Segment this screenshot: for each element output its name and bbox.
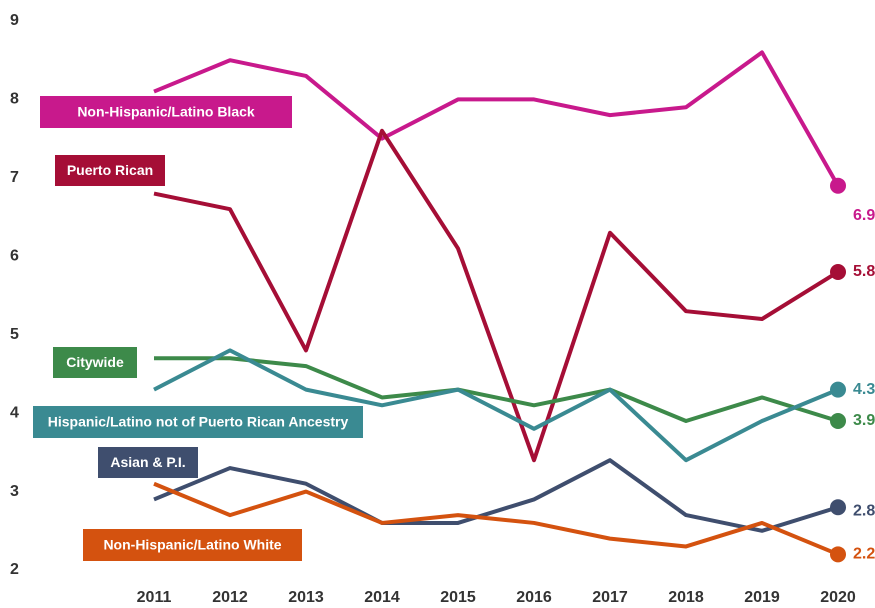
y-tick-label: 6 (10, 248, 19, 265)
end-label: 2.2 (853, 546, 875, 563)
end-dot (830, 381, 846, 398)
end-label: 6.9 (853, 207, 875, 224)
end-dot (830, 546, 846, 563)
end-label: 2.8 (853, 502, 875, 519)
y-tick-label: 8 (10, 91, 19, 108)
x-tick-label: 2018 (668, 589, 704, 606)
end-label: 5.8 (853, 263, 875, 280)
x-tick-label: 2016 (516, 589, 552, 606)
legend-box (98, 447, 198, 478)
series-line (153, 50, 840, 187)
legend-box (55, 155, 165, 186)
end-label: 4.3 (853, 381, 875, 398)
x-tick-label: 2013 (288, 589, 324, 606)
y-tick-label: 7 (10, 169, 19, 186)
end-dot (830, 177, 846, 194)
end-dot (830, 412, 846, 429)
x-tick-label: 2017 (592, 589, 628, 606)
legend-box (40, 96, 292, 128)
x-tick-label: 2019 (744, 589, 780, 606)
y-tick-label: 5 (10, 326, 19, 343)
legend-box (33, 406, 363, 438)
legend-box (53, 347, 137, 378)
series-line (153, 348, 839, 463)
series-line (153, 481, 839, 557)
x-tick-label: 2012 (212, 589, 248, 606)
y-tick-label: 2 (10, 561, 19, 578)
end-dot (830, 499, 846, 516)
y-tick-label: 9 (10, 12, 19, 29)
series-line (153, 128, 840, 463)
legend-label: Puerto Rican (67, 162, 153, 178)
legend-label: Non-Hispanic/Latino Black (77, 104, 255, 120)
y-tick-label: 3 (10, 483, 19, 500)
legend-label: Asian & P.I. (110, 454, 185, 470)
x-tick-label: 2011 (137, 589, 172, 606)
x-tick-label: 2014 (364, 589, 400, 606)
legend-label: Hispanic/Latino not of Puerto Rican Ance… (48, 414, 349, 430)
series-line (153, 458, 839, 533)
end-label: 3.9 (853, 412, 875, 429)
x-tick-label: 2020 (820, 589, 856, 606)
x-tick-label: 2015 (440, 589, 476, 606)
y-tick-label: 4 (10, 404, 19, 421)
legend-box (83, 529, 302, 561)
end-dot (830, 263, 846, 280)
legend-label: Non-Hispanic/Latino White (103, 537, 281, 553)
series-line (154, 356, 839, 423)
legend-label: Citywide (66, 354, 124, 370)
